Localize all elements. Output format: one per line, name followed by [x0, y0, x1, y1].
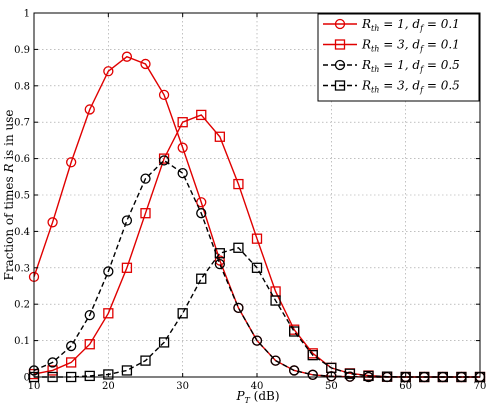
data-point-square — [307, 350, 318, 361]
data-point-circle — [177, 168, 188, 179]
data-point-circle — [196, 208, 207, 219]
data-point-circle — [270, 355, 281, 366]
y-tick-label: 0.3 — [14, 263, 30, 274]
data-point-square — [140, 355, 151, 366]
x-axis-label: PT (dB) — [235, 389, 279, 405]
data-point-circle — [84, 104, 95, 115]
data-point-square — [251, 262, 263, 273]
x-tick-label: 60 — [399, 381, 412, 392]
data-point-square — [140, 208, 151, 219]
data-point-square — [177, 308, 188, 319]
y-tick-label: 0.8 — [14, 81, 30, 92]
data-point-circle — [214, 259, 225, 270]
x-tick-label: 30 — [176, 381, 189, 392]
x-tick-label: 40 — [251, 381, 264, 392]
data-point-circle — [121, 215, 133, 226]
data-point-circle — [140, 173, 151, 184]
legend-label: Rth = 3, df = 0.5 — [361, 79, 460, 95]
data-point-square — [214, 131, 225, 142]
data-point-square — [121, 262, 133, 273]
data-point-square — [334, 39, 346, 50]
data-point-square — [270, 295, 281, 306]
data-point-circle — [140, 58, 151, 70]
legend-item-3: Rth = 1, df = 0.5 — [323, 58, 460, 74]
data-point-square — [289, 326, 300, 337]
legend-item-4: Rth = 3, df = 0.5 — [323, 79, 460, 95]
y-tick-label: 0.9 — [14, 45, 30, 56]
data-point-square — [84, 370, 95, 382]
data-point-square — [233, 242, 244, 253]
data-point-circle — [66, 157, 77, 168]
data-point-square — [233, 178, 244, 190]
data-point-circle — [47, 217, 58, 228]
y-tick-label: 1 — [24, 9, 30, 20]
legend-label: Rth = 3, df = 0.1 — [361, 38, 460, 54]
ticks: 10 20 30 40 50 60 70 0 0.1 0.2 0.3 0.4 0.5 0.6 0.7 0.8 0… — [14, 9, 486, 393]
data-point-circle — [66, 340, 77, 352]
data-point-circle — [158, 89, 170, 101]
data-point-circle — [84, 309, 95, 321]
data-point-square — [103, 308, 114, 319]
data-point-square — [214, 248, 225, 259]
y-tick-label: 0 — [24, 373, 30, 384]
legend-item-1: Rth = 1, df = 0.1 — [323, 17, 460, 33]
data-point-square — [363, 370, 374, 382]
y-tick-label: 0.1 — [14, 336, 30, 347]
y-tick-label: 0.5 — [14, 191, 30, 202]
data-point-square — [196, 273, 207, 284]
data-point-circle — [334, 18, 346, 30]
data-point-square — [344, 368, 356, 379]
data-point-square — [196, 109, 207, 121]
data-point-circle — [121, 51, 133, 62]
x-tick-label: 50 — [325, 381, 338, 392]
data-point-circle — [196, 197, 207, 208]
data-point-square — [326, 362, 337, 374]
data-point-square — [103, 369, 114, 380]
data-point-circle — [233, 302, 244, 313]
legend-label: Rth = 1, df = 0.5 — [361, 58, 460, 74]
y-tick-label: 0.2 — [14, 300, 30, 311]
y-tick-label: 0.6 — [14, 154, 30, 165]
data-point-square — [84, 339, 95, 350]
series-line — [33, 159, 480, 378]
y-tick-label: 0.7 — [14, 118, 30, 129]
data-point-square — [47, 365, 58, 376]
data-point-square — [251, 233, 263, 244]
x-tick-label: 70 — [474, 381, 487, 392]
legend-item-2: Rth = 3, df = 0.1 — [323, 38, 460, 54]
data-point-circle — [158, 155, 170, 166]
data-point-square — [334, 80, 346, 91]
data-point-square — [121, 365, 133, 376]
data-point-circle — [334, 59, 346, 71]
legend-label: Rth = 1, df = 0.1 — [361, 17, 460, 33]
data-point-circle — [251, 335, 263, 346]
y-axis-label: Fraction of times R is in use — [2, 109, 16, 280]
data-point-circle — [289, 365, 300, 376]
data-point-circle — [177, 142, 188, 153]
data-point-circle — [103, 66, 114, 77]
data-point-square — [158, 337, 170, 348]
data-point-circle — [307, 369, 318, 380]
y-tick-label: 0.4 — [14, 227, 30, 238]
data-point-square — [177, 117, 188, 128]
legend: Rth = 1, df = 0.1 Rth = 3, df = 0.1 Rth = … — [317, 13, 480, 102]
x-tick-label: 10 — [28, 381, 41, 392]
data-point-circle — [47, 357, 58, 368]
data-point-square — [66, 357, 77, 368]
x-tick-label: 20 — [102, 381, 115, 392]
data-point-circle — [103, 266, 114, 277]
